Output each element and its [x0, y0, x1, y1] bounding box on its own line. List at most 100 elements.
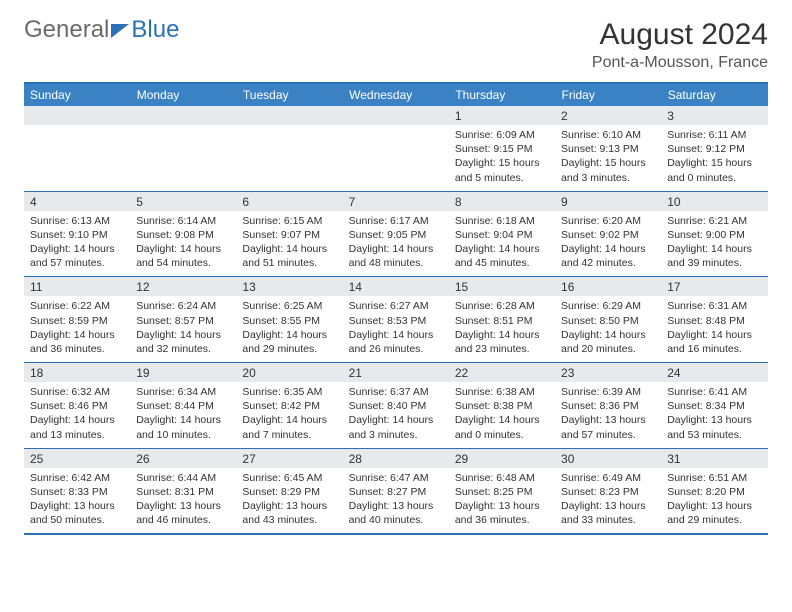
calendar-table: SundayMondayTuesdayWednesdayThursdayFrid…	[24, 82, 768, 535]
day-number: 26	[130, 449, 236, 468]
day-info: Sunrise: 6:39 AMSunset: 8:36 PMDaylight:…	[555, 382, 661, 448]
calendar-cell: 24Sunrise: 6:41 AMSunset: 8:34 PMDayligh…	[661, 363, 767, 449]
day-info: Sunrise: 6:41 AMSunset: 8:34 PMDaylight:…	[661, 382, 767, 448]
day-number: 25	[24, 449, 130, 468]
day-number: 21	[343, 363, 449, 382]
day-info: Sunrise: 6:13 AMSunset: 9:10 PMDaylight:…	[24, 211, 130, 277]
header: General Blue August 2024 Pont-a-Mousson,…	[24, 18, 768, 72]
calendar-cell: 13Sunrise: 6:25 AMSunset: 8:55 PMDayligh…	[236, 277, 342, 363]
calendar-cell: 8Sunrise: 6:18 AMSunset: 9:04 PMDaylight…	[449, 191, 555, 277]
day-header: Sunday	[24, 83, 130, 106]
day-number: 24	[661, 363, 767, 382]
day-number: 30	[555, 449, 661, 468]
day-number: 14	[343, 277, 449, 296]
calendar-cell: 7Sunrise: 6:17 AMSunset: 9:05 PMDaylight…	[343, 191, 449, 277]
day-number: 23	[555, 363, 661, 382]
day-info: Sunrise: 6:48 AMSunset: 8:25 PMDaylight:…	[449, 468, 555, 534]
day-number: 3	[661, 106, 767, 125]
day-number: 8	[449, 192, 555, 211]
day-number: 13	[236, 277, 342, 296]
calendar-cell	[24, 106, 130, 191]
day-number: 9	[555, 192, 661, 211]
day-info	[343, 125, 449, 187]
day-header: Wednesday	[343, 83, 449, 106]
calendar-cell: 3Sunrise: 6:11 AMSunset: 9:12 PMDaylight…	[661, 106, 767, 191]
day-number: 17	[661, 277, 767, 296]
day-info: Sunrise: 6:14 AMSunset: 9:08 PMDaylight:…	[130, 211, 236, 277]
calendar-cell: 6Sunrise: 6:15 AMSunset: 9:07 PMDaylight…	[236, 191, 342, 277]
day-header-row: SundayMondayTuesdayWednesdayThursdayFrid…	[24, 83, 768, 106]
day-number: 5	[130, 192, 236, 211]
calendar-cell: 30Sunrise: 6:49 AMSunset: 8:23 PMDayligh…	[555, 448, 661, 534]
day-number: 1	[449, 106, 555, 125]
day-number: 19	[130, 363, 236, 382]
calendar-cell: 1Sunrise: 6:09 AMSunset: 9:15 PMDaylight…	[449, 106, 555, 191]
calendar-week-row: 11Sunrise: 6:22 AMSunset: 8:59 PMDayligh…	[24, 277, 768, 363]
calendar-cell: 18Sunrise: 6:32 AMSunset: 8:46 PMDayligh…	[24, 363, 130, 449]
day-info: Sunrise: 6:37 AMSunset: 8:40 PMDaylight:…	[343, 382, 449, 448]
day-info: Sunrise: 6:18 AMSunset: 9:04 PMDaylight:…	[449, 211, 555, 277]
calendar-cell: 25Sunrise: 6:42 AMSunset: 8:33 PMDayligh…	[24, 448, 130, 534]
day-info: Sunrise: 6:09 AMSunset: 9:15 PMDaylight:…	[449, 125, 555, 191]
day-info	[236, 125, 342, 187]
day-info: Sunrise: 6:22 AMSunset: 8:59 PMDaylight:…	[24, 296, 130, 362]
title-block: August 2024 Pont-a-Mousson, France	[592, 18, 768, 72]
calendar-cell: 23Sunrise: 6:39 AMSunset: 8:36 PMDayligh…	[555, 363, 661, 449]
day-info: Sunrise: 6:51 AMSunset: 8:20 PMDaylight:…	[661, 468, 767, 534]
day-number: 29	[449, 449, 555, 468]
day-number: 12	[130, 277, 236, 296]
calendar-cell: 5Sunrise: 6:14 AMSunset: 9:08 PMDaylight…	[130, 191, 236, 277]
calendar-cell: 14Sunrise: 6:27 AMSunset: 8:53 PMDayligh…	[343, 277, 449, 363]
logo: General Blue	[24, 18, 179, 42]
day-info: Sunrise: 6:20 AMSunset: 9:02 PMDaylight:…	[555, 211, 661, 277]
calendar-cell: 15Sunrise: 6:28 AMSunset: 8:51 PMDayligh…	[449, 277, 555, 363]
day-info: Sunrise: 6:25 AMSunset: 8:55 PMDaylight:…	[236, 296, 342, 362]
day-header: Thursday	[449, 83, 555, 106]
day-info: Sunrise: 6:10 AMSunset: 9:13 PMDaylight:…	[555, 125, 661, 191]
day-info: Sunrise: 6:11 AMSunset: 9:12 PMDaylight:…	[661, 125, 767, 191]
calendar-cell: 10Sunrise: 6:21 AMSunset: 9:00 PMDayligh…	[661, 191, 767, 277]
day-header: Tuesday	[236, 83, 342, 106]
calendar-cell: 17Sunrise: 6:31 AMSunset: 8:48 PMDayligh…	[661, 277, 767, 363]
calendar-cell: 31Sunrise: 6:51 AMSunset: 8:20 PMDayligh…	[661, 448, 767, 534]
calendar-cell: 2Sunrise: 6:10 AMSunset: 9:13 PMDaylight…	[555, 106, 661, 191]
day-number: 16	[555, 277, 661, 296]
day-info: Sunrise: 6:34 AMSunset: 8:44 PMDaylight:…	[130, 382, 236, 448]
location-text: Pont-a-Mousson, France	[592, 54, 768, 72]
day-info	[24, 125, 130, 187]
calendar-cell: 9Sunrise: 6:20 AMSunset: 9:02 PMDaylight…	[555, 191, 661, 277]
day-info: Sunrise: 6:28 AMSunset: 8:51 PMDaylight:…	[449, 296, 555, 362]
calendar-week-row: 25Sunrise: 6:42 AMSunset: 8:33 PMDayligh…	[24, 448, 768, 534]
day-info	[130, 125, 236, 187]
day-number: 28	[343, 449, 449, 468]
day-info: Sunrise: 6:24 AMSunset: 8:57 PMDaylight:…	[130, 296, 236, 362]
day-info: Sunrise: 6:44 AMSunset: 8:31 PMDaylight:…	[130, 468, 236, 534]
day-number: 6	[236, 192, 342, 211]
day-number: 11	[24, 277, 130, 296]
calendar-cell: 20Sunrise: 6:35 AMSunset: 8:42 PMDayligh…	[236, 363, 342, 449]
day-number: 15	[449, 277, 555, 296]
day-number: 2	[555, 106, 661, 125]
day-info: Sunrise: 6:35 AMSunset: 8:42 PMDaylight:…	[236, 382, 342, 448]
day-number	[343, 106, 449, 125]
calendar-body: 1Sunrise: 6:09 AMSunset: 9:15 PMDaylight…	[24, 106, 768, 534]
day-info: Sunrise: 6:27 AMSunset: 8:53 PMDaylight:…	[343, 296, 449, 362]
calendar-cell: 26Sunrise: 6:44 AMSunset: 8:31 PMDayligh…	[130, 448, 236, 534]
day-number: 22	[449, 363, 555, 382]
day-number: 31	[661, 449, 767, 468]
page-title: August 2024	[592, 18, 768, 52]
day-info: Sunrise: 6:32 AMSunset: 8:46 PMDaylight:…	[24, 382, 130, 448]
calendar-cell: 19Sunrise: 6:34 AMSunset: 8:44 PMDayligh…	[130, 363, 236, 449]
day-number: 18	[24, 363, 130, 382]
logo-text-blue: Blue	[131, 18, 179, 42]
day-info: Sunrise: 6:29 AMSunset: 8:50 PMDaylight:…	[555, 296, 661, 362]
calendar-cell: 21Sunrise: 6:37 AMSunset: 8:40 PMDayligh…	[343, 363, 449, 449]
logo-triangle-icon	[111, 24, 129, 38]
day-number	[236, 106, 342, 125]
day-number: 27	[236, 449, 342, 468]
calendar-cell: 29Sunrise: 6:48 AMSunset: 8:25 PMDayligh…	[449, 448, 555, 534]
day-header: Saturday	[661, 83, 767, 106]
calendar-cell: 28Sunrise: 6:47 AMSunset: 8:27 PMDayligh…	[343, 448, 449, 534]
day-number	[24, 106, 130, 125]
day-info: Sunrise: 6:42 AMSunset: 8:33 PMDaylight:…	[24, 468, 130, 534]
